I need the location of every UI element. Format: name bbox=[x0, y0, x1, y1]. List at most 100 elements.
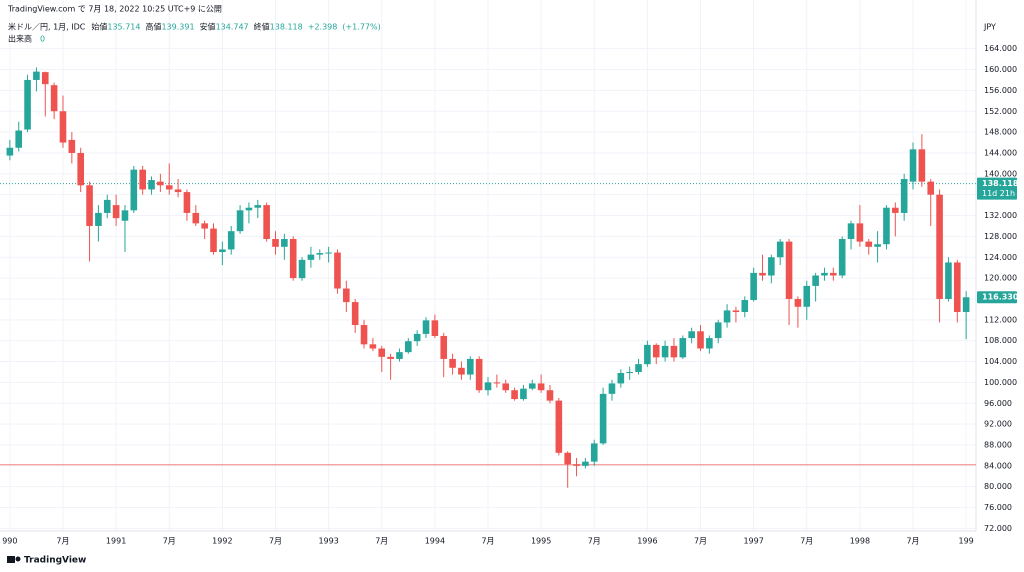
y-tick-label: 156.000 bbox=[984, 86, 1017, 95]
x-tick-label: 7月 bbox=[694, 537, 707, 546]
x-tick-label: 1996 bbox=[637, 537, 657, 546]
candle-body bbox=[520, 388, 527, 400]
candle-body bbox=[139, 169, 146, 190]
y-tick-label: 132.000 bbox=[984, 211, 1017, 220]
candle-body bbox=[635, 364, 642, 372]
candle-body bbox=[528, 383, 536, 389]
candle-body bbox=[263, 205, 270, 239]
y-tick-label: 104.000 bbox=[984, 357, 1017, 366]
x-tick-label: 1994 bbox=[425, 537, 445, 546]
candle-body bbox=[236, 210, 244, 232]
candle-body bbox=[95, 212, 102, 226]
candle-body bbox=[6, 147, 14, 156]
candle-body bbox=[130, 169, 138, 211]
candle-body bbox=[24, 79, 31, 130]
x-tick-label: 7月 bbox=[269, 537, 282, 546]
candle-body bbox=[431, 320, 439, 336]
y-tick-label: 160.000 bbox=[984, 65, 1017, 74]
candle-body bbox=[405, 341, 412, 353]
source: TradingView.com で 7月 18, 2022 10:25 UTC+… bbox=[7, 5, 222, 14]
candle-body bbox=[343, 288, 350, 303]
candle-body bbox=[369, 344, 377, 349]
y-tick-label: 148.000 bbox=[984, 128, 1017, 137]
candle-body bbox=[148, 180, 155, 190]
legend: 始値 135.714 高値 139.391 安値 134.747 終値 138.118 +2.3… bbox=[91, 22, 380, 32]
candle-body bbox=[900, 179, 908, 213]
candle-body bbox=[723, 310, 731, 323]
candle-body bbox=[927, 181, 935, 195]
candle-body bbox=[493, 382, 501, 384]
candle-body bbox=[227, 231, 235, 250]
x-tick-label: 7月 bbox=[56, 537, 69, 546]
candle-body bbox=[573, 464, 580, 466]
x-tick-label: 7月 bbox=[800, 537, 813, 546]
candle-body bbox=[484, 382, 492, 391]
candle-body bbox=[112, 205, 120, 219]
brand-logo bbox=[7, 556, 21, 563]
candle-body bbox=[918, 149, 926, 182]
candle-body bbox=[582, 461, 589, 466]
candle-body bbox=[272, 239, 279, 247]
candle-body bbox=[50, 85, 58, 112]
currency: JPY bbox=[983, 23, 996, 32]
candle-body bbox=[77, 152, 84, 186]
x-tick-label: 1998 bbox=[850, 537, 870, 546]
candle-body bbox=[219, 249, 226, 253]
candle-body bbox=[679, 338, 687, 358]
candle-body bbox=[670, 345, 678, 358]
volume-value: 0 bbox=[40, 35, 45, 44]
candle-body bbox=[830, 272, 837, 276]
candle-body bbox=[86, 185, 93, 226]
candle-body bbox=[378, 348, 386, 357]
last-price-tag bbox=[977, 177, 1017, 200]
y-tick-label: 76.000 bbox=[984, 503, 1012, 512]
candle-body bbox=[617, 373, 625, 384]
countdown: 11d 21h bbox=[982, 189, 1015, 198]
candle-body bbox=[555, 400, 563, 453]
legend-high: 139.391 bbox=[161, 23, 194, 32]
candle-body bbox=[41, 72, 49, 85]
x-tick-label: 7月 bbox=[906, 537, 919, 546]
candle-body bbox=[396, 352, 403, 359]
candle-body bbox=[413, 333, 421, 342]
candle-body bbox=[307, 254, 315, 260]
candle-body bbox=[883, 207, 890, 245]
candle-body bbox=[281, 239, 288, 247]
candle-body bbox=[838, 239, 846, 276]
x-tick-label: 990 bbox=[2, 537, 17, 546]
brand: TradingView bbox=[24, 556, 86, 566]
candle-body bbox=[697, 331, 704, 349]
candle-body bbox=[449, 358, 456, 368]
candle-body bbox=[33, 71, 40, 80]
volume-label: 出来高 bbox=[8, 34, 32, 44]
y-tick-label: 128.000 bbox=[984, 232, 1017, 241]
candle-body bbox=[157, 181, 164, 186]
x-tick-label: 199 bbox=[959, 537, 974, 546]
candle-body bbox=[962, 297, 970, 312]
x-tick-label: 7月 bbox=[481, 537, 494, 546]
candle-body bbox=[121, 210, 129, 221]
candle-body bbox=[909, 149, 917, 182]
legend-open-label: 始値 bbox=[91, 22, 107, 32]
y-tick-label: 108.000 bbox=[984, 336, 1017, 345]
candle-body bbox=[812, 275, 819, 286]
candle-body bbox=[608, 383, 616, 394]
candle-body bbox=[254, 205, 262, 208]
last-price-label: 138.118 bbox=[982, 179, 1019, 188]
candle-body bbox=[785, 241, 793, 299]
plot bbox=[0, 67, 976, 488]
y-tick-label: 100.000 bbox=[984, 378, 1017, 387]
candle-body bbox=[466, 358, 474, 375]
candle-body bbox=[732, 310, 740, 312]
x-tick-label: 7月 bbox=[588, 537, 601, 546]
candle-body bbox=[821, 272, 828, 276]
candle-body bbox=[360, 325, 368, 345]
candle-body bbox=[325, 252, 332, 254]
candle-body bbox=[546, 390, 554, 401]
y-tick-label: 152.000 bbox=[984, 107, 1017, 116]
candle-body bbox=[537, 383, 545, 391]
candle-body bbox=[706, 338, 713, 349]
candle-body bbox=[351, 302, 359, 326]
candle-body bbox=[183, 192, 191, 213]
